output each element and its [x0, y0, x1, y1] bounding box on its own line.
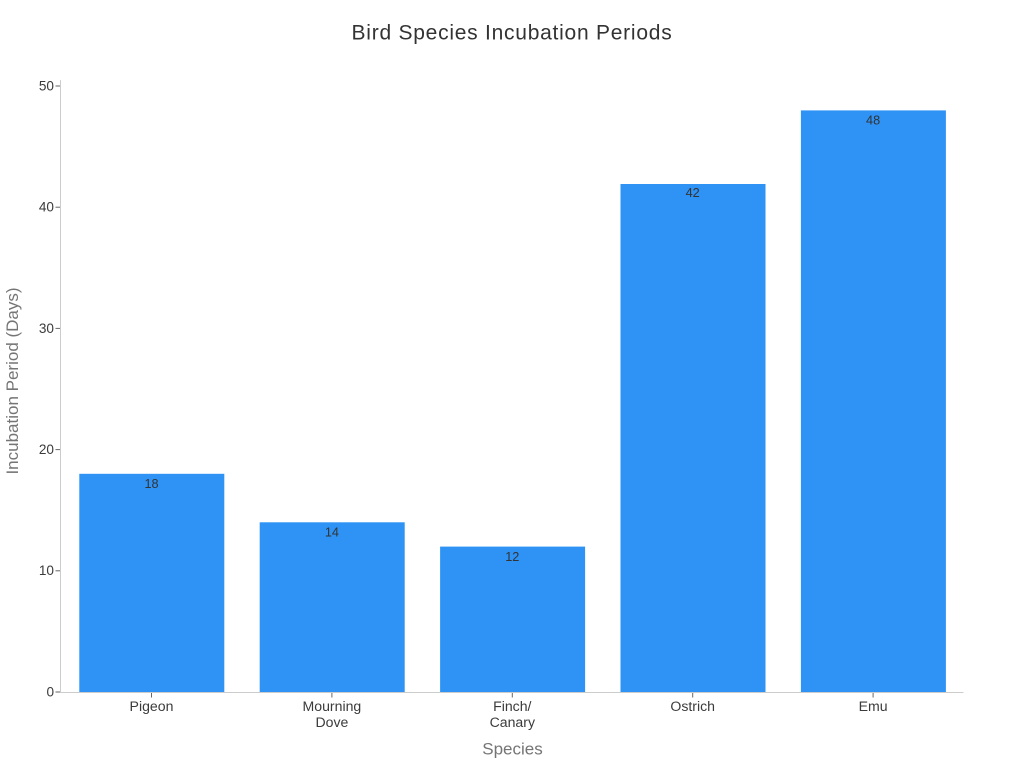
svg-text:40: 40 [39, 200, 55, 215]
svg-text:20: 20 [39, 442, 55, 457]
svg-text:Species: Species [482, 739, 542, 758]
svg-text:Canary: Canary [490, 714, 536, 730]
svg-text:Mourning: Mourning [303, 698, 362, 714]
svg-text:0: 0 [46, 684, 54, 699]
svg-text:Incubation Period (Days): Incubation Period (Days) [3, 287, 22, 474]
svg-text:Bird Species Incubation Period: Bird Species Incubation Periods [352, 22, 673, 45]
svg-text:30: 30 [39, 321, 55, 336]
svg-text:50: 50 [39, 78, 55, 93]
svg-text:Ostrich: Ostrich [670, 698, 715, 714]
svg-text:48: 48 [866, 114, 880, 128]
svg-text:Finch/: Finch/ [493, 698, 531, 714]
svg-text:14: 14 [325, 526, 339, 540]
svg-text:42: 42 [686, 186, 700, 200]
svg-text:18: 18 [144, 477, 158, 491]
svg-text:10: 10 [39, 563, 55, 578]
svg-text:Pigeon: Pigeon [130, 698, 174, 714]
svg-text:12: 12 [505, 550, 519, 564]
svg-text:Emu: Emu [859, 698, 888, 714]
svg-text:Dove: Dove [315, 714, 348, 730]
